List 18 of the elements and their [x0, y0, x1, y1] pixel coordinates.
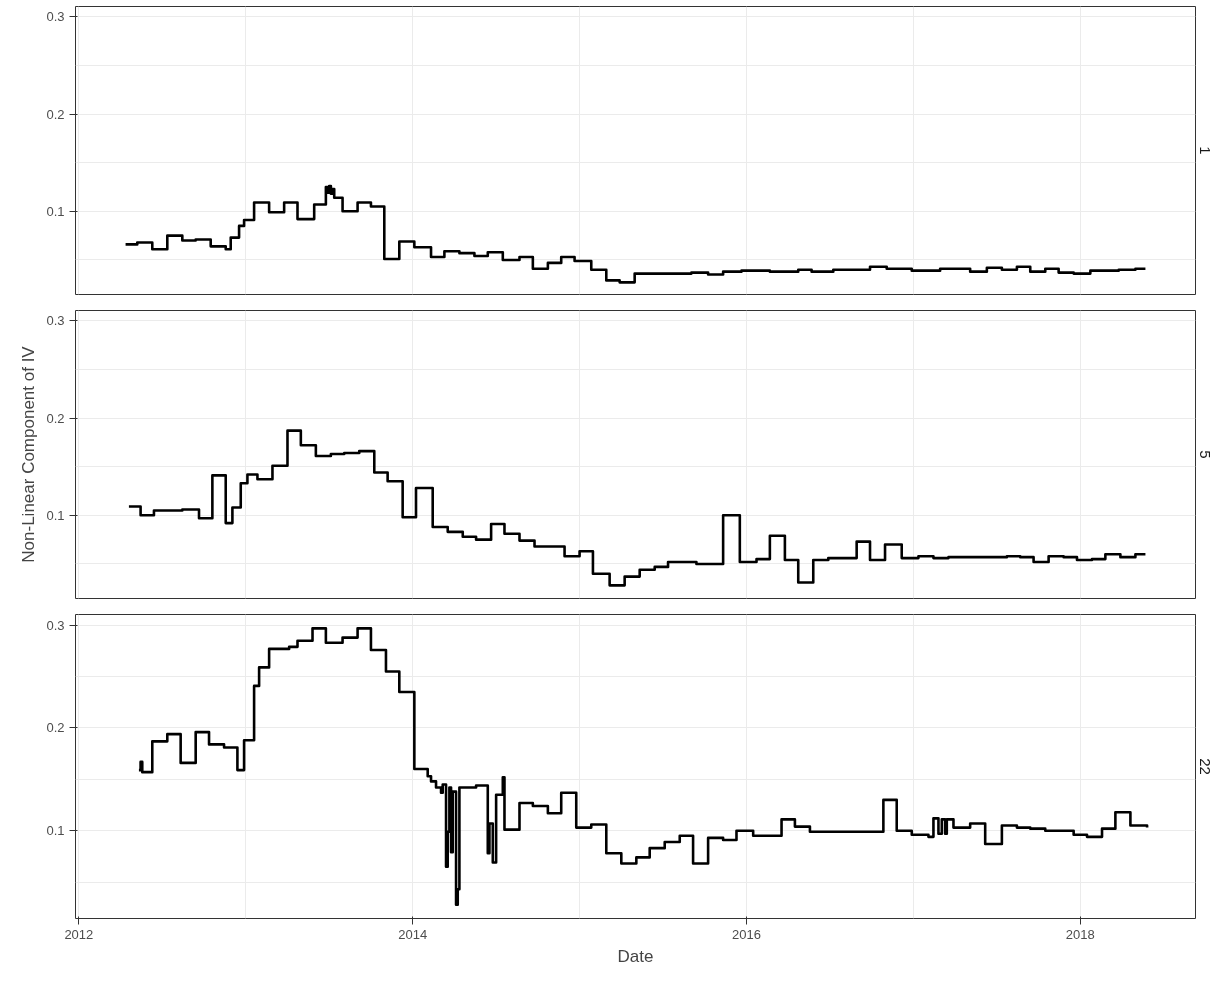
x-tick-label: 2018 [1065, 926, 1095, 942]
x-tick-label: 2016 [732, 926, 761, 942]
y-tick-label: 0.2 [46, 410, 65, 426]
y-tick-label: 0.1 [46, 203, 65, 219]
y-tick-label: 0.2 [46, 720, 65, 736]
y-tick-label: 0.1 [46, 823, 65, 839]
y-tick-label: 0.3 [46, 313, 65, 329]
x-tick-label: 2014 [398, 926, 428, 942]
y-tick-label: 0.3 [46, 9, 65, 25]
text: 1 [1196, 146, 1214, 155]
x-tick-label: 2012 [64, 926, 94, 942]
y-tick-label: 0.1 [46, 507, 65, 523]
text: 5 [1196, 450, 1214, 459]
y-tick-label: 0.2 [46, 106, 65, 122]
y-axis-title: Non-Linear Component of IV [19, 345, 39, 563]
x-axis-title: Date [617, 946, 654, 966]
y-tick-label: 0.3 [46, 617, 65, 633]
text: 22 [1196, 758, 1214, 775]
